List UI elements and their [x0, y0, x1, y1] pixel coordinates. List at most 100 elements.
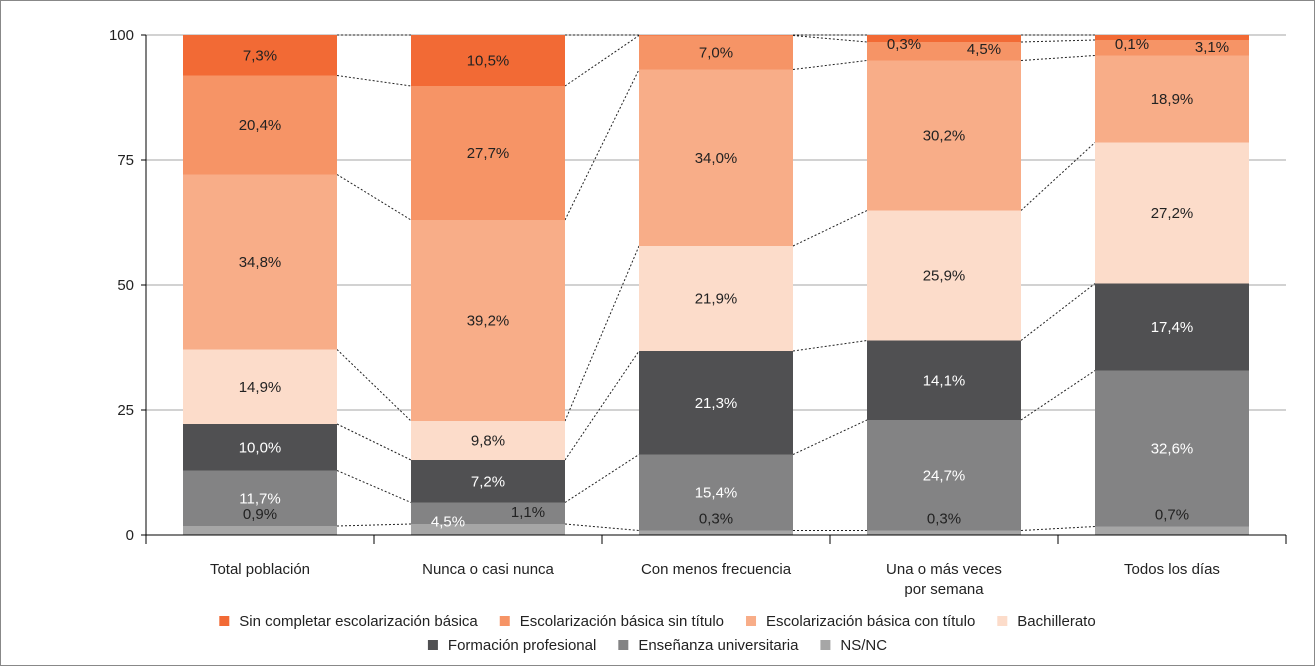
y-tick-label-100: 100 [109, 27, 134, 44]
bar-segment [639, 454, 793, 531]
data-label: 30,2% [923, 128, 966, 145]
data-label: 24,7% [923, 467, 966, 484]
legend-swatch [746, 616, 757, 626]
data-label: 11,7% [239, 490, 280, 507]
data-label: 27,7% [467, 145, 510, 162]
legend-swatch [219, 616, 230, 626]
data-label: 39,2% [467, 313, 510, 330]
bar-segment [411, 421, 565, 460]
bar-segment [411, 86, 565, 220]
bar-segment [867, 42, 1021, 61]
legend-swatch [997, 616, 1008, 626]
connector-line [564, 523, 640, 531]
data-label: 34,8% [239, 254, 282, 271]
legend: Sin completar escolarización básica Escol… [219, 613, 1096, 654]
connector-line [792, 340, 868, 352]
bar-segment [1095, 35, 1249, 40]
data-label: 0,3% [927, 511, 961, 528]
connector-line [336, 523, 412, 527]
legend-label: Escolarización básica con título [766, 613, 975, 630]
bar-segment [1095, 142, 1249, 284]
data-label: 17,4% [1151, 319, 1194, 336]
connector-line [336, 174, 412, 221]
data-label: 4,5% [967, 41, 1001, 58]
legend-label: NS/NC [840, 637, 887, 654]
data-label: 7,3% [243, 47, 277, 64]
bar-segment [183, 424, 337, 471]
data-label: 10,0% [239, 439, 282, 456]
category-label-line: Con menos frecuencia [641, 561, 792, 578]
category-label: Con menos frecuencia [641, 561, 792, 578]
bar-segment [1095, 40, 1249, 56]
connector-line [1020, 142, 1096, 211]
data-label: 10,5% [467, 53, 510, 70]
bar-segment [183, 526, 337, 535]
connector-line [336, 75, 412, 87]
bar-segment [183, 75, 337, 175]
connector-line [792, 419, 868, 455]
data-label: 0,1% [1115, 36, 1149, 53]
bar-segment [411, 502, 565, 524]
data-label: 0,7% [1155, 507, 1189, 524]
bar-segment [867, 35, 1021, 42]
connector-line [1020, 283, 1096, 341]
category-label-line: Nunca o casi nunca [422, 561, 554, 578]
legend-label: Bachillerato [1017, 613, 1095, 630]
data-label: 1,1% [511, 504, 545, 521]
bar-segment [867, 210, 1021, 341]
data-label: 14,9% [239, 379, 282, 396]
data-label: 0,3% [887, 36, 921, 53]
connector-line [792, 210, 868, 247]
bar-segment [1095, 283, 1249, 371]
bar-segment [183, 174, 337, 350]
connector-line [792, 60, 868, 70]
connector-line [336, 349, 412, 422]
data-label: 9,8% [471, 433, 505, 450]
category-label-line: Total población [210, 561, 310, 578]
bar-segment [411, 220, 565, 421]
data-label: 21,9% [695, 291, 738, 308]
bar-segment [411, 35, 565, 86]
connector-line [1020, 39, 1096, 43]
legend-label: Enseñanza universitaria [638, 637, 799, 654]
bar-segment [639, 35, 793, 70]
y-tick-label-50: 50 [117, 277, 134, 294]
data-label: 27,2% [1151, 205, 1194, 222]
data-label: 7,2% [471, 473, 505, 490]
bar-segment [411, 460, 565, 503]
legend-swatch [499, 616, 510, 626]
data-label: 15,4% [695, 485, 738, 502]
bar-segment [1095, 55, 1249, 143]
legend-label: Formación profesional [448, 637, 596, 654]
bar-segment [867, 340, 1021, 420]
bar-segment [867, 60, 1021, 211]
axes: 0 25 50 75 100 Total población Nunca o casi nu… [109, 27, 1287, 598]
bar-segment [1095, 526, 1249, 535]
bar-segment [411, 524, 565, 535]
connector-line [564, 35, 640, 87]
connector-line [336, 423, 412, 461]
bar-segment [639, 69, 793, 246]
data-label: 25,9% [923, 268, 966, 285]
bar-segment [639, 530, 793, 535]
category-label: Nunca o casi nunca [422, 561, 554, 578]
legend-label: Sin completar escolarización básica [239, 613, 478, 630]
bar-segment [1095, 370, 1249, 527]
connector-line [564, 69, 640, 221]
connector-line [1020, 370, 1096, 421]
bar-segment [183, 349, 337, 424]
connector-line [564, 454, 640, 503]
connector-line [1020, 55, 1096, 61]
legend-swatch [820, 640, 831, 650]
connector-lines [336, 34, 1096, 531]
bar-segment [639, 35, 793, 36]
bar-segment [183, 35, 337, 76]
data-label: 0,9% [243, 506, 277, 523]
category-label: Total población [210, 561, 310, 578]
category-label: Una o más veces por semana [886, 561, 1002, 598]
legend-swatch [618, 640, 629, 650]
connector-line [564, 350, 640, 461]
connector-line [792, 35, 868, 43]
legend-label: Escolarización básica sin título [520, 613, 724, 630]
